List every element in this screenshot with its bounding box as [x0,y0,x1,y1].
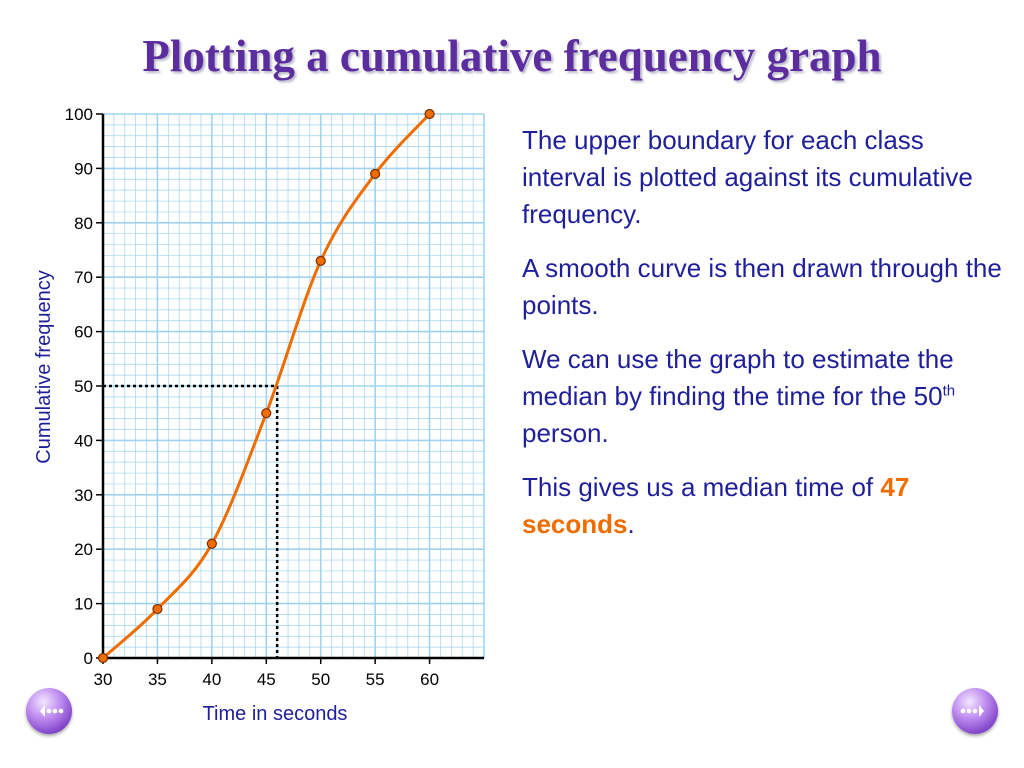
y-tick-label: 10 [74,595,93,614]
y-axis-label: Cumulative frequency [33,270,55,463]
y-tick-label: 70 [74,268,93,287]
x-tick-label: 45 [257,670,276,689]
paragraph-median-method: We can use the graph to estimate the med… [522,341,1002,452]
x-tick-label: 50 [311,670,330,689]
previous-slide-button[interactable] [26,688,72,734]
explanation-panel: The upper boundary for each class interv… [522,122,1002,560]
data-point [370,168,381,179]
median-method-text: We can use the graph to estimate the med… [522,344,954,411]
chart-ticks: 0 10 20 30 40 50 60 70 80 90 100 30 35 40 45 50 55 60 [65,105,439,689]
data-point [315,255,326,266]
next-slide-button[interactable] [952,688,998,734]
x-tick-label: 35 [148,670,167,689]
data-point [261,408,272,419]
y-tick-label: 80 [74,214,93,233]
y-tick-label: 20 [74,540,93,559]
data-point [424,108,435,120]
median-method-text-end: person. [522,418,609,448]
data-point [206,538,217,549]
chart-grid [102,113,485,659]
x-tick-label: 30 [94,670,113,689]
previous-slide-icon [40,705,64,717]
y-tick-label: 30 [74,486,93,505]
y-tick-label: 40 [74,431,93,450]
y-tick-label: 100 [65,105,93,124]
data-point [97,652,109,664]
median-result-text: This gives us a median time of [522,472,881,502]
median-result-end: . [627,509,635,539]
x-axis-label: Time in seconds [203,703,348,725]
chart-points [97,108,435,664]
y-tick-label: 50 [74,377,93,396]
slide-title: Plotting a cumulative frequency graph [142,31,882,81]
x-tick-label: 40 [202,670,221,689]
data-point [152,603,163,615]
x-tick-label: 55 [366,670,385,689]
median-value: 47 seconds [522,472,910,539]
median-reference-lines [103,384,279,658]
y-tick-label: 0 [84,649,93,668]
next-slide-icon [960,705,984,717]
x-tick-label: 60 [420,670,439,689]
paragraph-upper-boundary: The upper boundary for each class interv… [522,125,973,229]
ordinal-suffix: th [942,382,956,400]
paragraph-median-result: This gives us a median time of 47 second… [522,469,1002,543]
y-tick-label: 60 [74,323,93,342]
paragraph-smooth-curve: A smooth curve is then drawn through the… [522,253,1002,320]
y-tick-label: 90 [74,159,93,178]
